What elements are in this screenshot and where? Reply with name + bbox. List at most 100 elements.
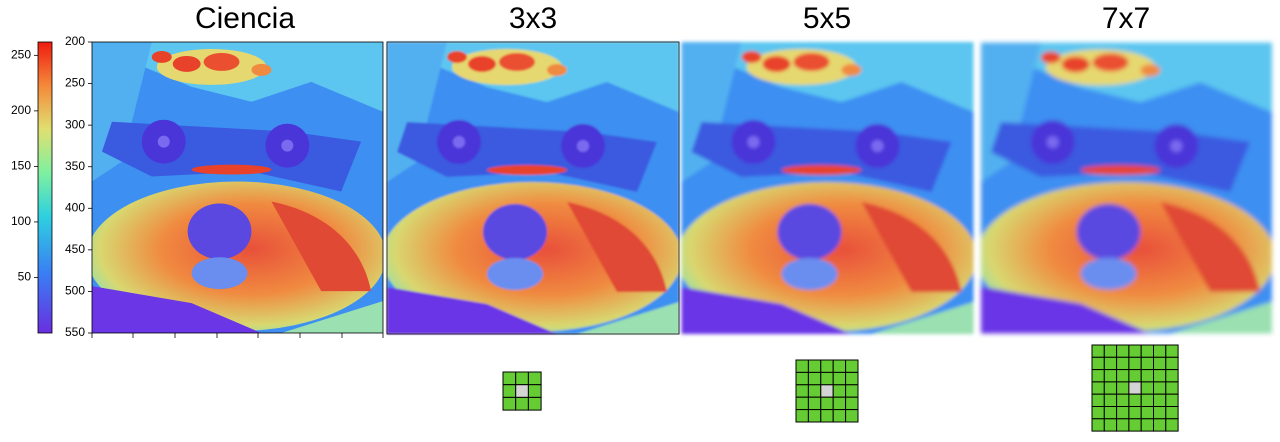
kernel-cell xyxy=(807,396,822,411)
kernel-cell xyxy=(1153,418,1167,432)
kernel-cell xyxy=(845,371,859,386)
image-frame xyxy=(91,41,384,334)
kernel-cell xyxy=(795,371,809,386)
panel-title: 3x3 xyxy=(509,2,557,35)
kernel-cell xyxy=(1116,356,1130,371)
image xyxy=(382,42,682,334)
kernel-cell xyxy=(1165,393,1179,408)
kernel-cell xyxy=(1153,344,1167,358)
kernel-cell xyxy=(1140,406,1154,420)
kernel-cell xyxy=(795,396,809,411)
kernel-cell xyxy=(795,359,809,373)
kernel-cell xyxy=(820,384,834,398)
kernel-cell xyxy=(1140,344,1154,358)
kernels xyxy=(502,344,1179,432)
panel-title: 7x7 xyxy=(1102,2,1150,35)
colorbar-tick-label: 250 xyxy=(11,48,31,62)
image-frame xyxy=(386,41,680,335)
kernel-cell xyxy=(502,384,517,398)
kernel-cell xyxy=(1091,381,1105,395)
kernel-cell xyxy=(845,359,859,373)
kernel-cell xyxy=(527,371,542,386)
kernel-cell xyxy=(1116,418,1130,432)
kernel-cell xyxy=(832,359,847,373)
y-tick-label: 250 xyxy=(65,76,85,90)
kernel-cell xyxy=(1091,418,1105,432)
kernel-cell xyxy=(1103,356,1118,371)
kernel-cell xyxy=(1128,381,1142,395)
kernel-cell xyxy=(820,359,834,373)
kernel-cell xyxy=(1153,406,1167,420)
y-tick-label: 400 xyxy=(65,200,85,214)
y-tick-label: 450 xyxy=(65,242,85,256)
kernel-cell xyxy=(820,396,834,411)
panel-title: Ciencia xyxy=(195,2,295,35)
kernel-cell xyxy=(515,384,529,398)
kernel-cell xyxy=(845,396,859,411)
kernel-cell xyxy=(1103,418,1118,432)
kernel-cell xyxy=(1091,393,1105,408)
kernel-cell xyxy=(1116,393,1130,408)
kernel-cell xyxy=(1128,418,1142,432)
kernel-cell xyxy=(1128,369,1142,383)
kernel-cell xyxy=(795,384,809,398)
kernel-cell xyxy=(1103,393,1118,408)
kernel-cell xyxy=(845,384,859,398)
kernel-cell xyxy=(1116,369,1130,383)
kernel-cell xyxy=(1091,356,1105,371)
kernel-cell xyxy=(832,409,847,423)
image xyxy=(976,43,1275,334)
kernel-cell xyxy=(1091,344,1105,358)
kernel-cell xyxy=(1116,406,1130,420)
y-tick-label: 200 xyxy=(65,34,85,48)
kernel-cell xyxy=(1140,356,1154,371)
kernel-cell xyxy=(1103,344,1118,358)
kernel-cell xyxy=(1091,406,1105,420)
kernel-cell xyxy=(1165,344,1179,358)
image xyxy=(677,42,977,334)
panel-title: 5x5 xyxy=(803,2,851,35)
x-ticks xyxy=(91,333,384,338)
kernel-cell xyxy=(1140,418,1154,432)
kernel-cell xyxy=(1165,381,1179,395)
kernel-cell xyxy=(1153,356,1167,371)
kernel-cell xyxy=(1140,393,1154,408)
kernel-cell xyxy=(807,384,822,398)
kernel-cell xyxy=(795,409,809,423)
kernel-cell xyxy=(1116,381,1130,395)
kernel-cell xyxy=(1165,356,1179,371)
y-tick-label: 550 xyxy=(65,325,85,339)
colorbar-tick-label: 100 xyxy=(11,214,31,228)
kernel-cell xyxy=(515,396,529,411)
kernel-cell xyxy=(1153,381,1167,395)
kernel-cell xyxy=(832,384,847,398)
kernel-cell xyxy=(1116,344,1130,358)
kernel-cell xyxy=(502,371,517,386)
colorbar-tick-label: 150 xyxy=(11,159,31,173)
kernel-cell xyxy=(1128,406,1142,420)
kernel-cell xyxy=(807,359,822,373)
kernel-cell xyxy=(820,371,834,386)
colorbar-tick-label: 50 xyxy=(18,270,32,284)
kernel-cell xyxy=(527,384,542,398)
kernel-cell xyxy=(1165,406,1179,420)
kernel-cell xyxy=(527,396,542,411)
kernel-cell xyxy=(1140,369,1154,383)
kernel-cell xyxy=(1103,406,1118,420)
kernel-cell xyxy=(845,409,859,423)
kernel-cell xyxy=(807,371,822,386)
kernel-cell xyxy=(820,409,834,423)
kernel-cell xyxy=(1091,369,1105,383)
kernel-cell xyxy=(1128,344,1142,358)
y-tick-label: 500 xyxy=(65,284,85,298)
kernel-cell xyxy=(1103,381,1118,395)
kernel-cell xyxy=(832,371,847,386)
kernel-cell xyxy=(1128,356,1142,371)
kernel-cell xyxy=(832,396,847,411)
y-tick-label: 350 xyxy=(65,159,85,173)
colorbar xyxy=(37,41,53,334)
kernel-cell xyxy=(1140,381,1154,395)
kernel-cell xyxy=(1153,369,1167,383)
kernel-cell xyxy=(515,371,529,386)
